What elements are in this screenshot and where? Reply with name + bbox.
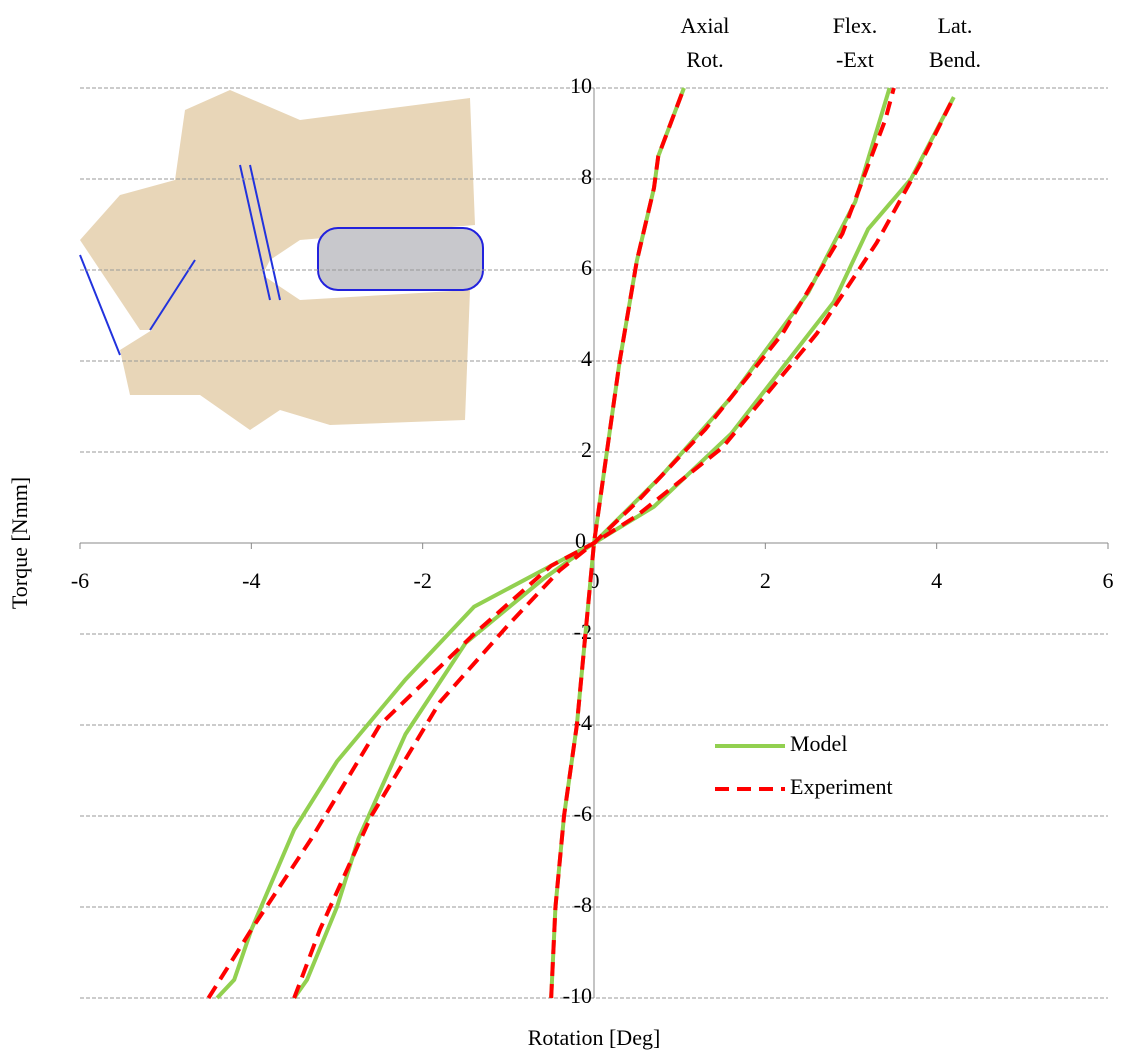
- y-tick-label: 10: [570, 73, 592, 98]
- x-tick-label: 2: [760, 568, 771, 593]
- y-tick-label: -8: [574, 892, 592, 917]
- chart: Rotation [Deg] Torque [Nmm] -10 -8 -6 -4 -2 2…: [0, 0, 1124, 1064]
- y-tick-label: -10: [563, 983, 592, 1008]
- curve-label: -Ext: [836, 47, 874, 72]
- y-tick-label: 8: [581, 164, 592, 189]
- curve-label: Bend.: [929, 47, 981, 72]
- legend-label: Experiment: [790, 774, 893, 799]
- y-tick-label: 6: [581, 255, 592, 280]
- page: {"chart_data": {"type": "line", "x_label…: [0, 0, 1124, 1064]
- curve-label: Flex.: [833, 13, 878, 38]
- x-tick-label: -4: [242, 568, 260, 593]
- y-tick-label: 4: [581, 346, 592, 371]
- x-tick-label: 4: [931, 568, 942, 593]
- spine-illustration: [80, 90, 483, 430]
- x-tick-label: -6: [71, 568, 89, 593]
- legend-label: Model: [790, 731, 847, 756]
- curve-label: Rot.: [686, 47, 723, 72]
- y-tick-label: 2: [581, 437, 592, 462]
- x-axis-title: Rotation [Deg]: [528, 1025, 661, 1050]
- y-tick-label: -6: [574, 801, 592, 826]
- y-axis-title: Torque [Nmm]: [7, 477, 32, 609]
- x-tick-label: 6: [1103, 568, 1114, 593]
- x-tick-label: -2: [414, 568, 432, 593]
- curve-label: Axial: [681, 13, 730, 38]
- curve-label: Lat.: [938, 13, 973, 38]
